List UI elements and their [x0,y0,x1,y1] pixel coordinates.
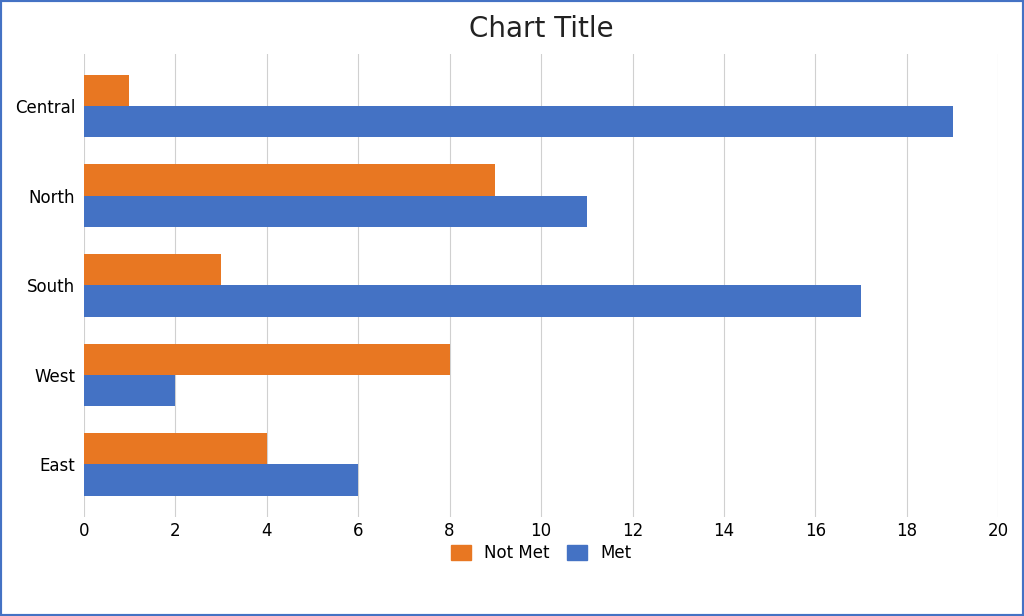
Bar [84,464,358,496]
Bar [84,285,861,317]
Bar [84,344,450,375]
Bar [84,433,266,464]
Bar [84,75,129,106]
Bar [84,164,496,196]
Bar [84,196,587,227]
Legend: Not Met, Met: Not Met, Met [444,537,638,569]
Title: Chart Title: Chart Title [469,15,613,43]
Bar [84,375,175,406]
Bar [84,106,952,137]
Bar [84,254,221,285]
